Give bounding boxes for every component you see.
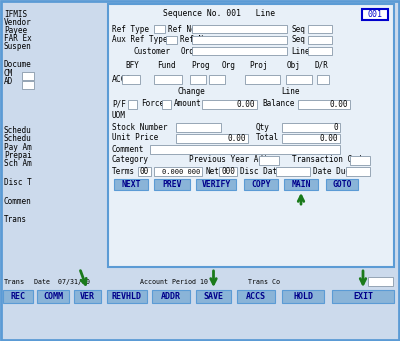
FancyBboxPatch shape: [22, 72, 34, 80]
FancyBboxPatch shape: [308, 36, 332, 44]
FancyBboxPatch shape: [346, 167, 370, 176]
FancyBboxPatch shape: [219, 167, 237, 176]
Text: Org: Org: [222, 60, 236, 70]
Text: Account Period 10: Account Period 10: [140, 279, 208, 285]
Text: Previous Year Adj: Previous Year Adj: [189, 155, 267, 164]
FancyBboxPatch shape: [192, 36, 287, 44]
FancyBboxPatch shape: [154, 179, 190, 190]
Text: Customer: Customer: [134, 46, 171, 56]
Text: Trans: Trans: [4, 215, 27, 224]
Text: EXIT: EXIT: [353, 292, 373, 301]
FancyBboxPatch shape: [192, 47, 287, 55]
Text: 0.00: 0.00: [330, 100, 348, 109]
FancyBboxPatch shape: [326, 179, 358, 190]
Text: Pay Am: Pay Am: [4, 143, 32, 152]
FancyBboxPatch shape: [282, 134, 340, 143]
Text: D/R: D/R: [314, 60, 328, 70]
Text: P/F: P/F: [112, 100, 126, 108]
Text: 00: 00: [140, 167, 149, 176]
Text: Aux Ref Type: Aux Ref Type: [112, 35, 168, 44]
FancyBboxPatch shape: [284, 179, 318, 190]
FancyBboxPatch shape: [122, 75, 140, 84]
FancyBboxPatch shape: [244, 179, 278, 190]
Text: PREV: PREV: [162, 180, 182, 189]
Text: COMM: COMM: [43, 292, 63, 301]
Text: Line: Line: [291, 46, 310, 56]
Text: 0: 0: [333, 123, 338, 132]
Text: VER: VER: [80, 292, 95, 301]
Text: Prepai: Prepai: [4, 151, 32, 160]
Text: 0.00: 0.00: [236, 100, 255, 109]
FancyBboxPatch shape: [202, 100, 257, 109]
Text: IFMIS: IFMIS: [4, 10, 27, 19]
FancyBboxPatch shape: [362, 9, 388, 20]
Text: Amount: Amount: [174, 100, 202, 108]
Text: Docume: Docume: [4, 60, 32, 69]
FancyBboxPatch shape: [308, 47, 332, 55]
FancyBboxPatch shape: [192, 25, 287, 33]
Text: Stock Number: Stock Number: [112, 122, 168, 132]
Text: Sch Am: Sch Am: [4, 159, 32, 168]
FancyBboxPatch shape: [152, 290, 190, 303]
Text: ACCS: ACCS: [112, 74, 132, 84]
FancyBboxPatch shape: [196, 179, 236, 190]
FancyBboxPatch shape: [154, 167, 202, 176]
FancyBboxPatch shape: [298, 100, 350, 109]
Text: Transaction Code: Transaction Code: [292, 155, 366, 164]
Text: Comment: Comment: [112, 145, 144, 153]
Text: Date  07/31/20: Date 07/31/20: [34, 279, 90, 285]
Text: Balance: Balance: [262, 100, 294, 108]
Text: Date Due:: Date Due:: [313, 166, 355, 176]
Text: COPY: COPY: [251, 180, 271, 189]
Text: BFY: BFY: [125, 60, 139, 70]
Text: Schedu: Schedu: [4, 126, 32, 135]
Text: Unit Price: Unit Price: [112, 133, 158, 143]
Text: ACCS: ACCS: [246, 292, 266, 301]
FancyBboxPatch shape: [108, 4, 394, 267]
Text: REVHLD: REVHLD: [112, 292, 142, 301]
Text: Disc Date: Disc Date: [240, 166, 282, 176]
Text: Trans: Trans: [4, 279, 25, 285]
FancyBboxPatch shape: [237, 290, 275, 303]
FancyBboxPatch shape: [332, 290, 394, 303]
Text: UOM: UOM: [112, 112, 126, 120]
FancyBboxPatch shape: [308, 25, 332, 33]
Text: SAVE: SAVE: [204, 292, 224, 301]
FancyBboxPatch shape: [74, 290, 101, 303]
FancyBboxPatch shape: [282, 123, 340, 132]
Text: Ref Type: Ref Type: [112, 25, 149, 33]
FancyBboxPatch shape: [245, 75, 280, 84]
Text: 0.00: 0.00: [228, 134, 246, 143]
Text: Suspen: Suspen: [4, 42, 32, 51]
Text: Obj: Obj: [287, 60, 301, 70]
FancyBboxPatch shape: [107, 290, 147, 303]
FancyBboxPatch shape: [176, 134, 248, 143]
Text: HOLD: HOLD: [293, 292, 313, 301]
FancyBboxPatch shape: [3, 290, 33, 303]
FancyBboxPatch shape: [350, 156, 370, 165]
Text: 001: 001: [368, 10, 382, 19]
Text: Seq: Seq: [291, 35, 305, 44]
FancyBboxPatch shape: [282, 290, 324, 303]
FancyBboxPatch shape: [259, 156, 279, 165]
Text: Ref No: Ref No: [168, 25, 196, 33]
FancyBboxPatch shape: [166, 36, 177, 44]
FancyBboxPatch shape: [176, 123, 221, 132]
FancyBboxPatch shape: [154, 75, 182, 84]
Text: Category: Category: [112, 155, 148, 164]
FancyBboxPatch shape: [154, 25, 165, 33]
Text: Ref No: Ref No: [180, 35, 208, 44]
Text: Change: Change: [177, 87, 205, 95]
FancyBboxPatch shape: [209, 75, 225, 84]
Text: Qty: Qty: [256, 122, 270, 132]
FancyBboxPatch shape: [368, 277, 393, 286]
FancyBboxPatch shape: [276, 167, 310, 176]
FancyBboxPatch shape: [196, 290, 231, 303]
Text: Commen: Commen: [4, 197, 32, 206]
Text: Proj: Proj: [249, 60, 267, 70]
Text: VERIFY: VERIFY: [201, 180, 231, 189]
Text: Sequence No. 001   Line: Sequence No. 001 Line: [163, 10, 275, 18]
FancyBboxPatch shape: [150, 145, 340, 154]
Text: Order: Order: [181, 46, 204, 56]
